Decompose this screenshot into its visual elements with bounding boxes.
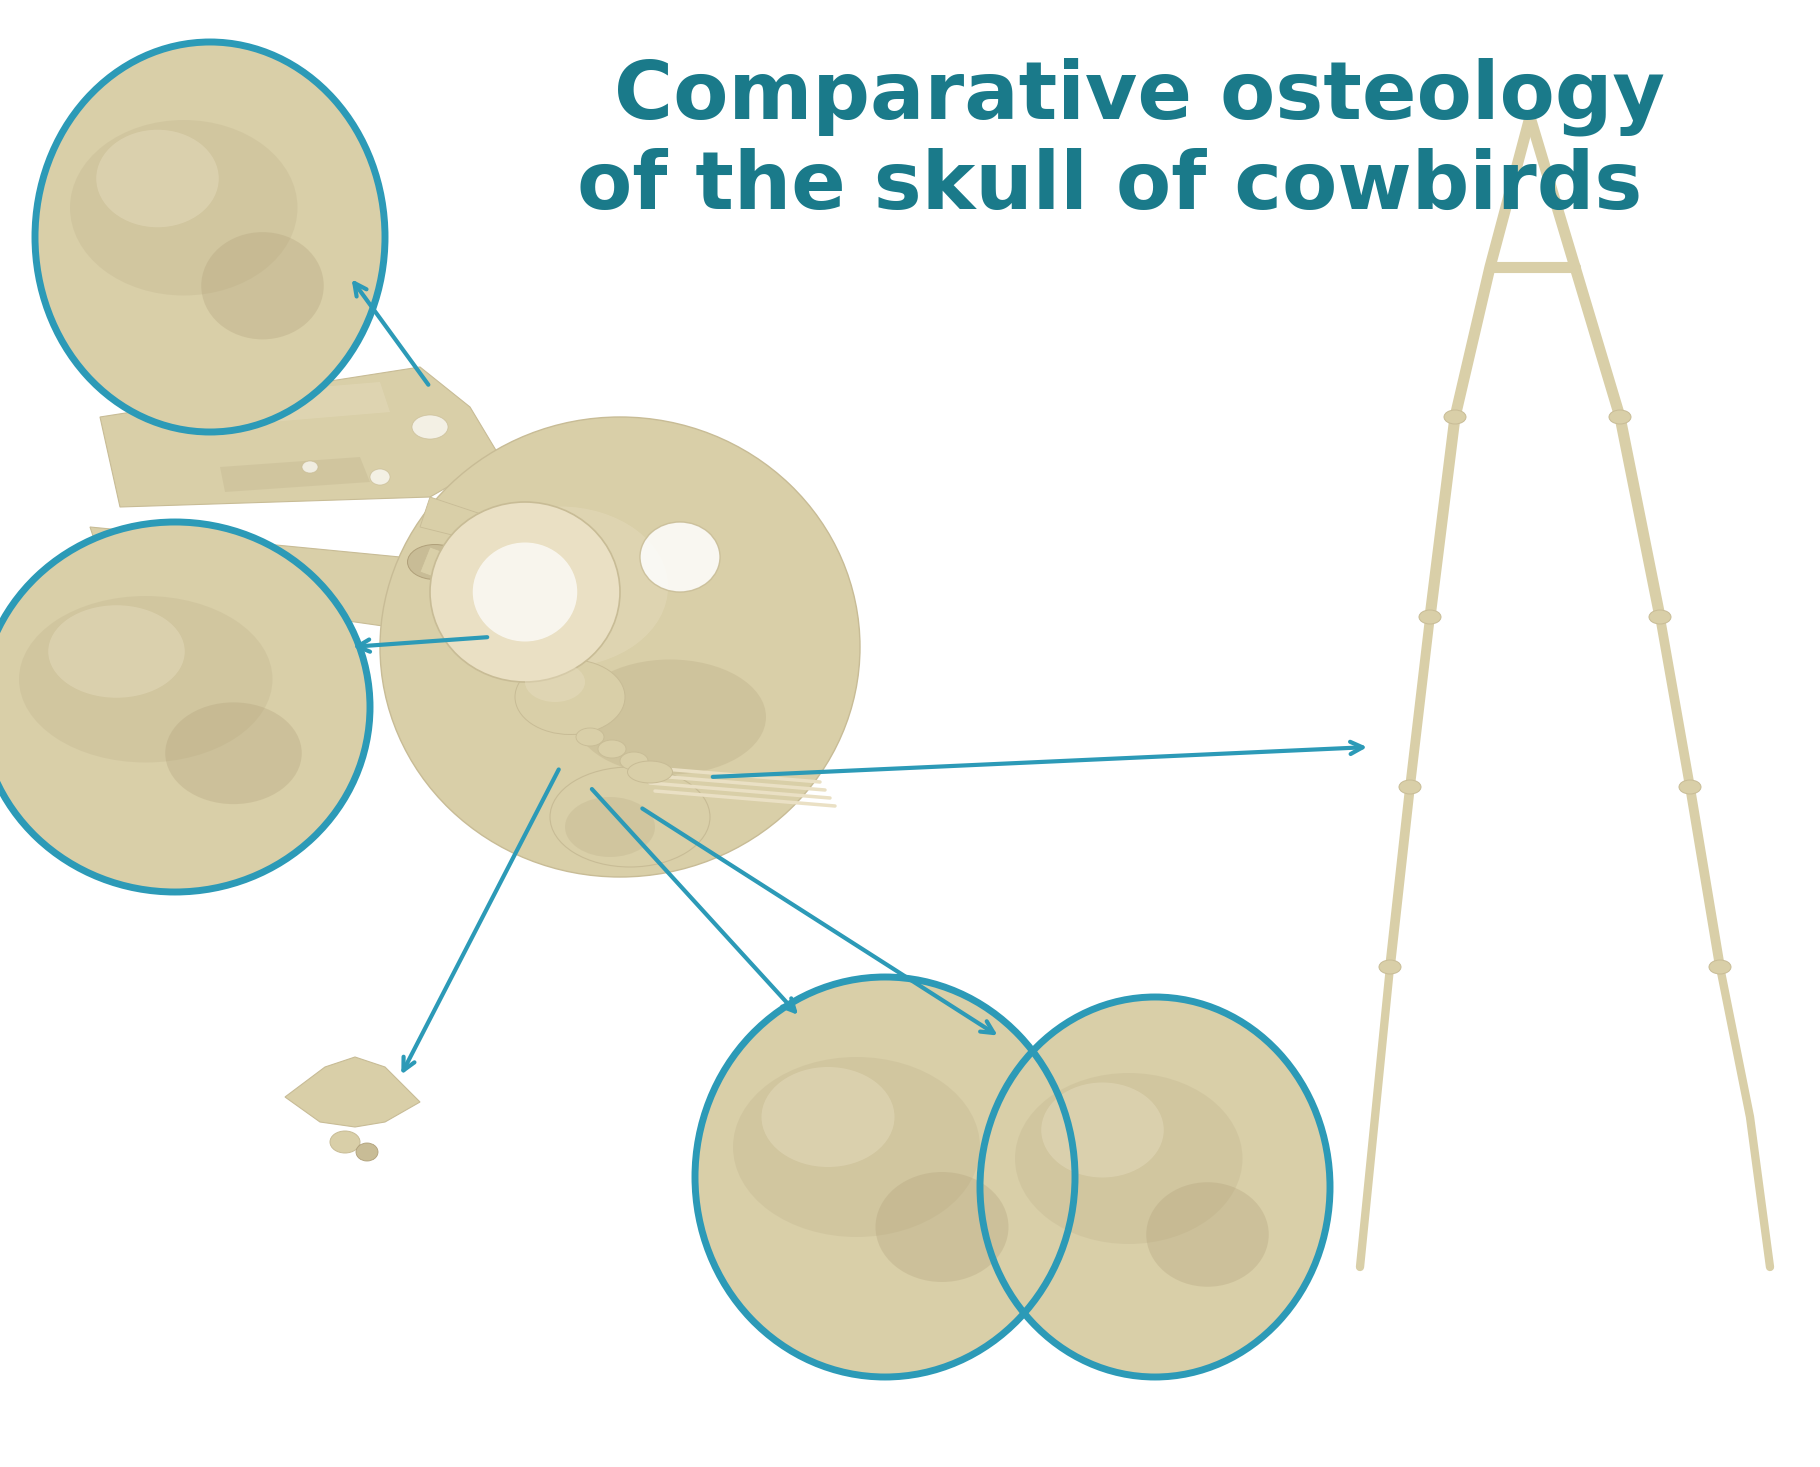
Ellipse shape (1609, 409, 1631, 424)
Ellipse shape (599, 739, 626, 758)
Ellipse shape (408, 544, 462, 579)
Polygon shape (488, 626, 601, 722)
Ellipse shape (202, 232, 324, 339)
Ellipse shape (411, 415, 448, 439)
Polygon shape (200, 381, 389, 427)
Ellipse shape (69, 120, 297, 295)
Ellipse shape (621, 753, 648, 770)
Ellipse shape (96, 129, 218, 227)
Ellipse shape (357, 1143, 379, 1160)
Ellipse shape (329, 1131, 360, 1153)
Polygon shape (89, 527, 490, 657)
Ellipse shape (875, 1172, 1008, 1282)
Ellipse shape (1709, 959, 1731, 974)
Ellipse shape (979, 998, 1330, 1378)
Ellipse shape (564, 797, 655, 857)
Ellipse shape (369, 469, 389, 486)
Ellipse shape (524, 662, 584, 703)
Ellipse shape (49, 606, 186, 698)
Ellipse shape (628, 761, 673, 783)
Ellipse shape (573, 660, 766, 775)
Ellipse shape (451, 506, 668, 667)
Ellipse shape (695, 977, 1076, 1378)
Ellipse shape (380, 417, 861, 877)
Ellipse shape (0, 522, 369, 892)
Ellipse shape (1443, 409, 1465, 424)
Ellipse shape (641, 522, 721, 593)
Ellipse shape (1649, 610, 1671, 623)
Polygon shape (286, 1058, 420, 1127)
Ellipse shape (733, 1058, 979, 1237)
Ellipse shape (18, 596, 273, 763)
Ellipse shape (1420, 610, 1441, 623)
Text: Comparative osteology: Comparative osteology (615, 57, 1665, 136)
Polygon shape (420, 547, 601, 647)
Ellipse shape (473, 543, 577, 641)
Ellipse shape (575, 728, 604, 747)
Ellipse shape (1400, 780, 1421, 794)
Ellipse shape (550, 767, 710, 867)
Polygon shape (420, 497, 590, 568)
Ellipse shape (1147, 1182, 1269, 1287)
Ellipse shape (302, 461, 318, 472)
Ellipse shape (1016, 1072, 1243, 1244)
Ellipse shape (515, 660, 624, 735)
Polygon shape (100, 367, 500, 508)
Ellipse shape (761, 1067, 894, 1168)
Ellipse shape (1380, 959, 1401, 974)
Ellipse shape (1680, 780, 1702, 794)
Polygon shape (220, 458, 369, 491)
Ellipse shape (1041, 1083, 1163, 1178)
Text: of the skull of cowbirds: of the skull of cowbirds (577, 148, 1643, 226)
Ellipse shape (430, 502, 621, 682)
Ellipse shape (166, 703, 302, 804)
Ellipse shape (35, 43, 386, 431)
